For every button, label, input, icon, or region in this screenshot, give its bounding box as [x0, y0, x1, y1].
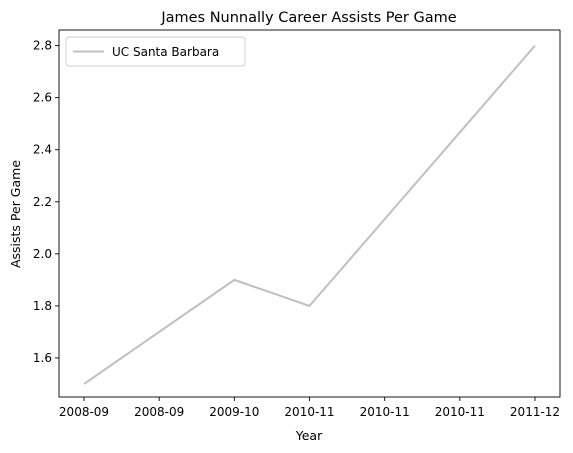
legend-box [65, 36, 246, 67]
y-tick-label: 2.4 [33, 143, 52, 157]
x-axis: 2008-09 2008-09 2009-10 2010-11 2010-11 2010-… [59, 397, 560, 419]
y-tick-label: 2.2 [33, 195, 52, 209]
x-tick-label: 2010-11 [284, 405, 334, 419]
x-tick-label: 2011-12 [510, 405, 560, 419]
x-tick-label: 2009-10 [209, 405, 259, 419]
y-tick-label: 1.8 [33, 299, 52, 313]
y-tick-label: 2.6 [33, 91, 52, 105]
x-tick-label: 2010-11 [360, 405, 410, 419]
y-tick-label: 1.6 [33, 351, 52, 365]
legend: UC Santa Barbara [65, 36, 246, 67]
x-axis-label: Year [295, 428, 323, 443]
x-tick-label: 2010-11 [435, 405, 485, 419]
legend-label: UC Santa Barbara [112, 45, 219, 59]
series-layer [83, 44, 536, 385]
y-tick-label: 2.0 [33, 247, 52, 261]
x-tick-label: 2008-09 [59, 405, 109, 419]
x-tick-label: 2008-09 [134, 405, 184, 419]
series-line-0 [83, 44, 536, 385]
plot-area [58, 29, 561, 398]
chart-title: James Nunnally Career Assists Per Game [160, 10, 456, 26]
y-axis: 1.6 1.8 2.0 2.2 2.4 2.6 2.8 [33, 39, 59, 365]
y-tick-label: 2.8 [33, 39, 52, 53]
y-axis-label: Assists Per Game [8, 160, 23, 268]
